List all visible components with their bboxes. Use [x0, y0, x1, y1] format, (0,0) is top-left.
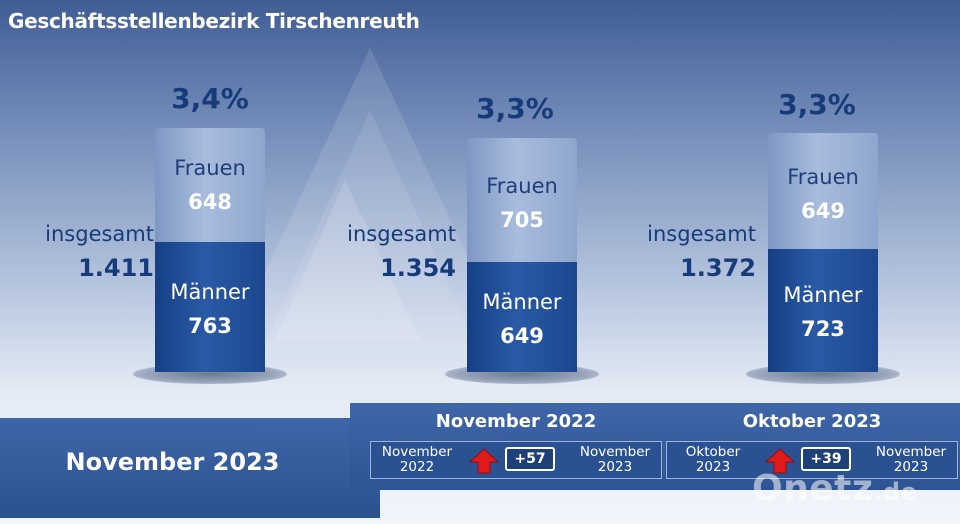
bottom-band	[0, 418, 380, 518]
bar-segment-frauen: Frauen 705	[467, 138, 577, 262]
chart-group-november-2022: 3,3% insgesamt 1.354 Frauen 705 Männer 6…	[300, 0, 620, 400]
main-period-label: November 2023	[65, 448, 280, 476]
logo-text: Onetz	[752, 468, 874, 509]
segment-label-maenner: Männer	[170, 280, 250, 304]
bar-segment-maenner: Männer 649	[467, 262, 577, 372]
comparison-to-month: November	[875, 444, 947, 460]
total-label: insgesamt	[647, 222, 756, 246]
up-arrow-icon	[469, 448, 499, 474]
data-label-frauen: 649	[801, 199, 845, 223]
chart-group-oktober-2023: 3,3% insgesamt 1.372 Frauen 649 Männer 7…	[600, 0, 920, 400]
comparison-from-year: 2023	[695, 459, 731, 475]
rate-label: 3,3%	[476, 92, 554, 125]
data-label-frauen: 705	[500, 208, 544, 232]
comparison-prev-year: November 2022 November 2022 +57 November…	[370, 403, 662, 487]
comparison-to-month: November	[579, 444, 651, 460]
total-value: 1.411	[78, 254, 154, 282]
stacked-bar: Frauen 705 Männer 649	[445, 138, 599, 384]
segment-label-frauen: Frauen	[174, 156, 246, 180]
comparison-box: Oktober 2023 +39 November 2023	[666, 441, 958, 479]
page-title: Geschäftsstellenbezirk Tirschenreuth	[8, 9, 420, 33]
total-label: insgesamt	[347, 222, 456, 246]
comparison-from: November 2022	[375, 445, 459, 475]
bar-segment-frauen: Frauen 648	[155, 128, 265, 242]
total-label: insgesamt	[45, 222, 154, 246]
comparison-to: November 2023	[573, 445, 657, 475]
onetz-logo: Onetz.de	[752, 468, 917, 509]
bar-segment-maenner: Männer 723	[768, 249, 878, 372]
data-label-maenner: 723	[801, 317, 845, 341]
data-label-frauen: 648	[188, 190, 232, 214]
chart-group-november-2023: 3,4% insgesamt 1.411 Frauen 648 Männer 7…	[0, 0, 320, 400]
bar-segment-maenner: Männer 763	[155, 242, 265, 372]
rate-label: 3,3%	[778, 88, 856, 121]
comparison-to-year: 2023	[893, 459, 929, 475]
data-label-maenner: 649	[500, 324, 544, 348]
comparison-delta: +57	[505, 447, 555, 471]
rate-label: 3,4%	[171, 82, 249, 115]
comparison-from-month: November	[381, 444, 453, 460]
comparison-prev-month: Oktober 2023 Oktober 2023 +39 November 2…	[666, 403, 958, 487]
comparison-title: November 2022	[435, 411, 597, 432]
data-label-maenner: 763	[188, 314, 232, 338]
comparison-from-month: Oktober	[685, 444, 741, 460]
segment-label-frauen: Frauen	[486, 174, 558, 198]
segment-label-maenner: Männer	[482, 290, 562, 314]
segment-label-frauen: Frauen	[787, 165, 859, 189]
comparison-delta: +39	[801, 447, 851, 471]
bar-segment-frauen: Frauen 649	[768, 133, 878, 249]
comparison-to-year: 2023	[597, 459, 633, 475]
stacked-bar: Frauen 648 Männer 763	[133, 128, 287, 384]
logo-tld: .de	[873, 478, 918, 506]
segment-label-maenner: Männer	[783, 283, 863, 307]
comparison-box: November 2022 +57 November 2023	[370, 441, 662, 479]
comparison-from-year: 2022	[399, 459, 435, 475]
total-value: 1.372	[680, 254, 756, 282]
comparison-title: Oktober 2023	[742, 411, 882, 432]
comparison-from: Oktober 2023	[671, 445, 755, 475]
comparison-to: November 2023	[869, 445, 953, 475]
up-arrow-icon	[765, 448, 795, 474]
stacked-bar: Frauen 649 Männer 723	[746, 133, 900, 384]
total-value: 1.354	[380, 254, 456, 282]
